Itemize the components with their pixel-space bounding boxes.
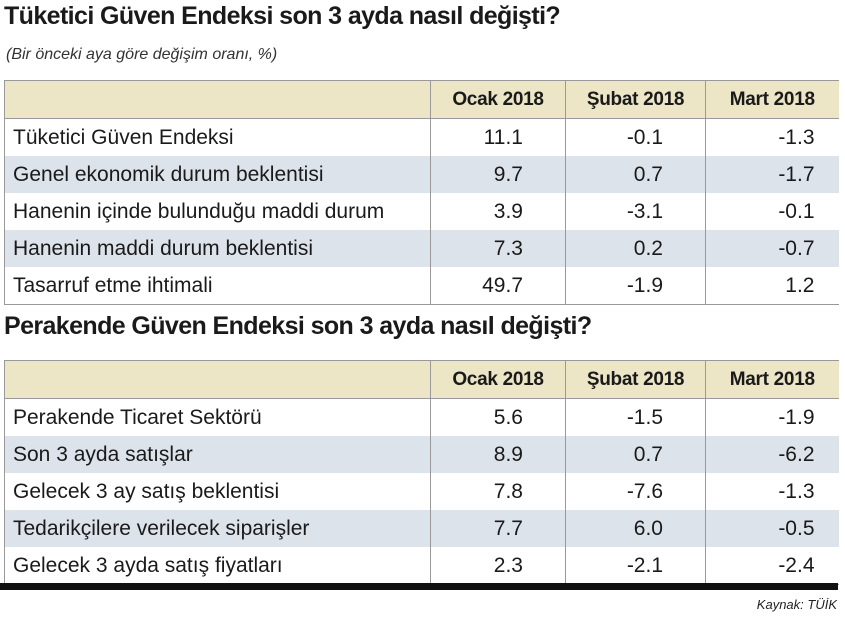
value-cell: -1.7 bbox=[705, 156, 839, 193]
value-cell: -0.1 bbox=[565, 118, 706, 156]
table-row: Hanenin maddi durum beklentisi 7.3 0.2 -0.7 bbox=[4, 230, 839, 267]
column-header: Ocak 2018 bbox=[430, 360, 566, 399]
header-cell bbox=[4, 360, 431, 399]
subtitle: (Bir önceki aya göre değişim oranı, %) bbox=[6, 46, 278, 63]
row-label: Hanenin içinde bulunduğu maddi durum bbox=[4, 193, 431, 230]
value-cell: -2.1 bbox=[565, 547, 706, 585]
value-cell: 7.3 bbox=[430, 230, 566, 267]
column-header: Ocak 2018 bbox=[430, 80, 566, 119]
value-cell: 7.7 bbox=[430, 510, 566, 547]
value-cell: -1.9 bbox=[565, 267, 706, 305]
table-row: Gelecek 3 ayda satış fiyatları 2.3 -2.1 -2.… bbox=[4, 547, 839, 585]
column-header: Mart 2018 bbox=[705, 360, 839, 399]
value-cell: 6.0 bbox=[565, 510, 706, 547]
table: Ocak 2018 Şubat 2018 Mart 2018 Tüketici Güv… bbox=[4, 80, 839, 305]
value-cell: -1.3 bbox=[705, 473, 839, 510]
row-label: Tedarikçilere verilecek siparişler bbox=[4, 510, 431, 547]
value-cell: -3.1 bbox=[565, 193, 706, 230]
value-cell: 5.6 bbox=[430, 398, 566, 436]
row-label: Perakende Ticaret Sektörü bbox=[4, 398, 431, 436]
table-row: Hanenin içinde bulunduğu maddi durum 3.9-… bbox=[4, 193, 839, 230]
value-cell: -1.9 bbox=[705, 398, 839, 436]
table-row: Son 3 ayda satışlar 8.9 0.7 -6.2 bbox=[4, 436, 839, 473]
value-cell: 7.8 bbox=[430, 473, 566, 510]
value-cell: 3.9 bbox=[430, 193, 566, 230]
value-cell: -0.1 bbox=[705, 193, 839, 230]
table-title: Perakende Güven Endeksi son 3 ayda nasıl… bbox=[4, 312, 592, 340]
row-label: Hanenin maddi durum beklentisi bbox=[4, 230, 431, 267]
table-body: Perakende Ticaret Sektörü 5.6 -1.5 -1.9 Son … bbox=[4, 398, 839, 585]
value-cell: 11.1 bbox=[430, 118, 566, 156]
value-cell: 49.7 bbox=[430, 267, 566, 305]
value-cell: -0.7 bbox=[705, 230, 839, 267]
header-row: Ocak 2018 Şubat 2018 Mart 2018 bbox=[4, 80, 839, 119]
title: Tüketici Güven Endeksi son 3 ayda nasıl … bbox=[4, 2, 561, 30]
table-row: Genel ekonomik durum beklentisi 9.7 0.7 -1.… bbox=[4, 156, 839, 193]
value-cell: 0.7 bbox=[565, 156, 706, 193]
table-row: Tedarikçilere verilecek siparişler 7.7 6.0… bbox=[4, 510, 839, 547]
value-cell: -0.5 bbox=[705, 510, 839, 547]
row-label: Genel ekonomik durum beklentisi bbox=[4, 156, 431, 193]
table-row: Gelecek 3 ay satış beklentisi 7.8 -7.6 -1.3 bbox=[4, 473, 839, 510]
value-cell: 0.7 bbox=[565, 436, 706, 473]
column-header: Şubat 2018 bbox=[565, 80, 706, 119]
value-cell: 2.3 bbox=[430, 547, 566, 585]
column-header: Mart 2018 bbox=[705, 80, 839, 119]
table-row: Tasarruf etme ihtimali 49.7 -1.9 1.2 bbox=[4, 267, 839, 305]
value-cell: -6.2 bbox=[705, 436, 839, 473]
table-header: Ocak 2018 Şubat 2018 Mart 2018 bbox=[4, 360, 839, 399]
table-row: Perakende Ticaret Sektörü 5.6 -1.5 -1.9 bbox=[4, 398, 839, 436]
source: Kaynak: TÜİK bbox=[756, 597, 837, 612]
value-cell: -7.6 bbox=[565, 473, 706, 510]
header-cell bbox=[4, 80, 431, 119]
value-cell: 1.2 bbox=[705, 267, 839, 305]
table: Ocak 2018 Şubat 2018 Mart 2018 Perakende Ti… bbox=[4, 360, 839, 585]
row-label: Gelecek 3 ayda satış fiyatları bbox=[4, 547, 431, 585]
value-cell: -2.4 bbox=[705, 547, 839, 585]
header-row: Ocak 2018 Şubat 2018 Mart 2018 bbox=[4, 360, 839, 399]
value-cell: -1.5 bbox=[565, 398, 706, 436]
row-label: Son 3 ayda satışlar bbox=[4, 436, 431, 473]
column-header: Şubat 2018 bbox=[565, 360, 706, 399]
value-cell: 8.9 bbox=[430, 436, 566, 473]
value-cell: 0.2 bbox=[565, 230, 706, 267]
table-row: Tüketici Güven Endeksi 11.1 -0.1 -1.3 bbox=[4, 118, 839, 156]
row-label: Tasarruf etme ihtimali bbox=[4, 267, 431, 305]
table-body: Tüketici Güven Endeksi 11.1 -0.1 -1.3 Genel … bbox=[4, 118, 839, 305]
row-label: Tüketici Güven Endeksi bbox=[4, 118, 431, 156]
value-cell: 9.7 bbox=[430, 156, 566, 193]
row-label: Gelecek 3 ay satış beklentisi bbox=[4, 473, 431, 510]
table-header: Ocak 2018 Şubat 2018 Mart 2018 bbox=[4, 80, 839, 119]
value-cell: -1.3 bbox=[705, 118, 839, 156]
divider bbox=[0, 583, 838, 590]
